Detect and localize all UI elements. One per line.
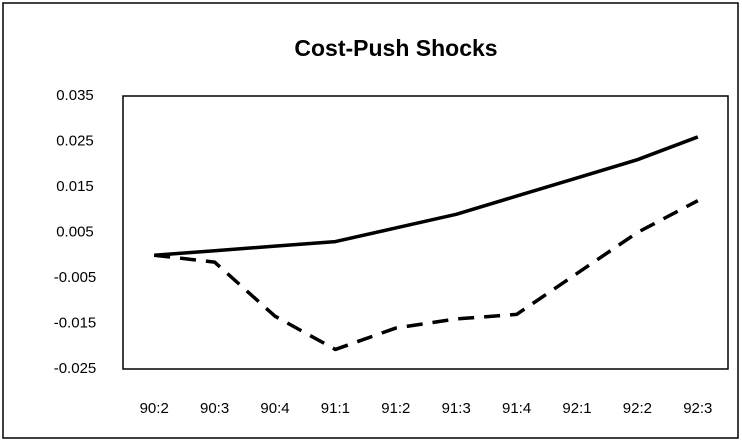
x-tick-label: 90:3 <box>200 400 229 417</box>
x-tick-label: 92:1 <box>562 400 591 417</box>
y-tick-label: -0.015 <box>54 314 97 331</box>
y-tick-label: -0.025 <box>54 360 97 377</box>
y-tick-label: 0.015 <box>56 178 94 195</box>
x-tick-label: 91:1 <box>321 400 350 417</box>
y-tick-label: -0.005 <box>54 269 97 286</box>
x-tick-label: 90:4 <box>260 400 289 417</box>
y-tick-label: 0.005 <box>56 223 94 240</box>
plot-frame <box>122 95 729 370</box>
y-tick-label: 0.025 <box>56 132 94 149</box>
y-tick-label: 0.035 <box>56 87 94 104</box>
x-tick-label: 91:4 <box>502 400 531 417</box>
chart-title: Cost-Push Shocks <box>294 35 497 61</box>
x-tick-label: 91:2 <box>381 400 410 417</box>
x-tick-label: 92:3 <box>683 400 712 417</box>
series-line <box>154 199 699 352</box>
x-tick-label: 92:2 <box>623 400 652 417</box>
x-tick-label: 90:2 <box>140 400 169 417</box>
series-line <box>154 135 699 257</box>
x-tick-label: 91:3 <box>442 400 471 417</box>
